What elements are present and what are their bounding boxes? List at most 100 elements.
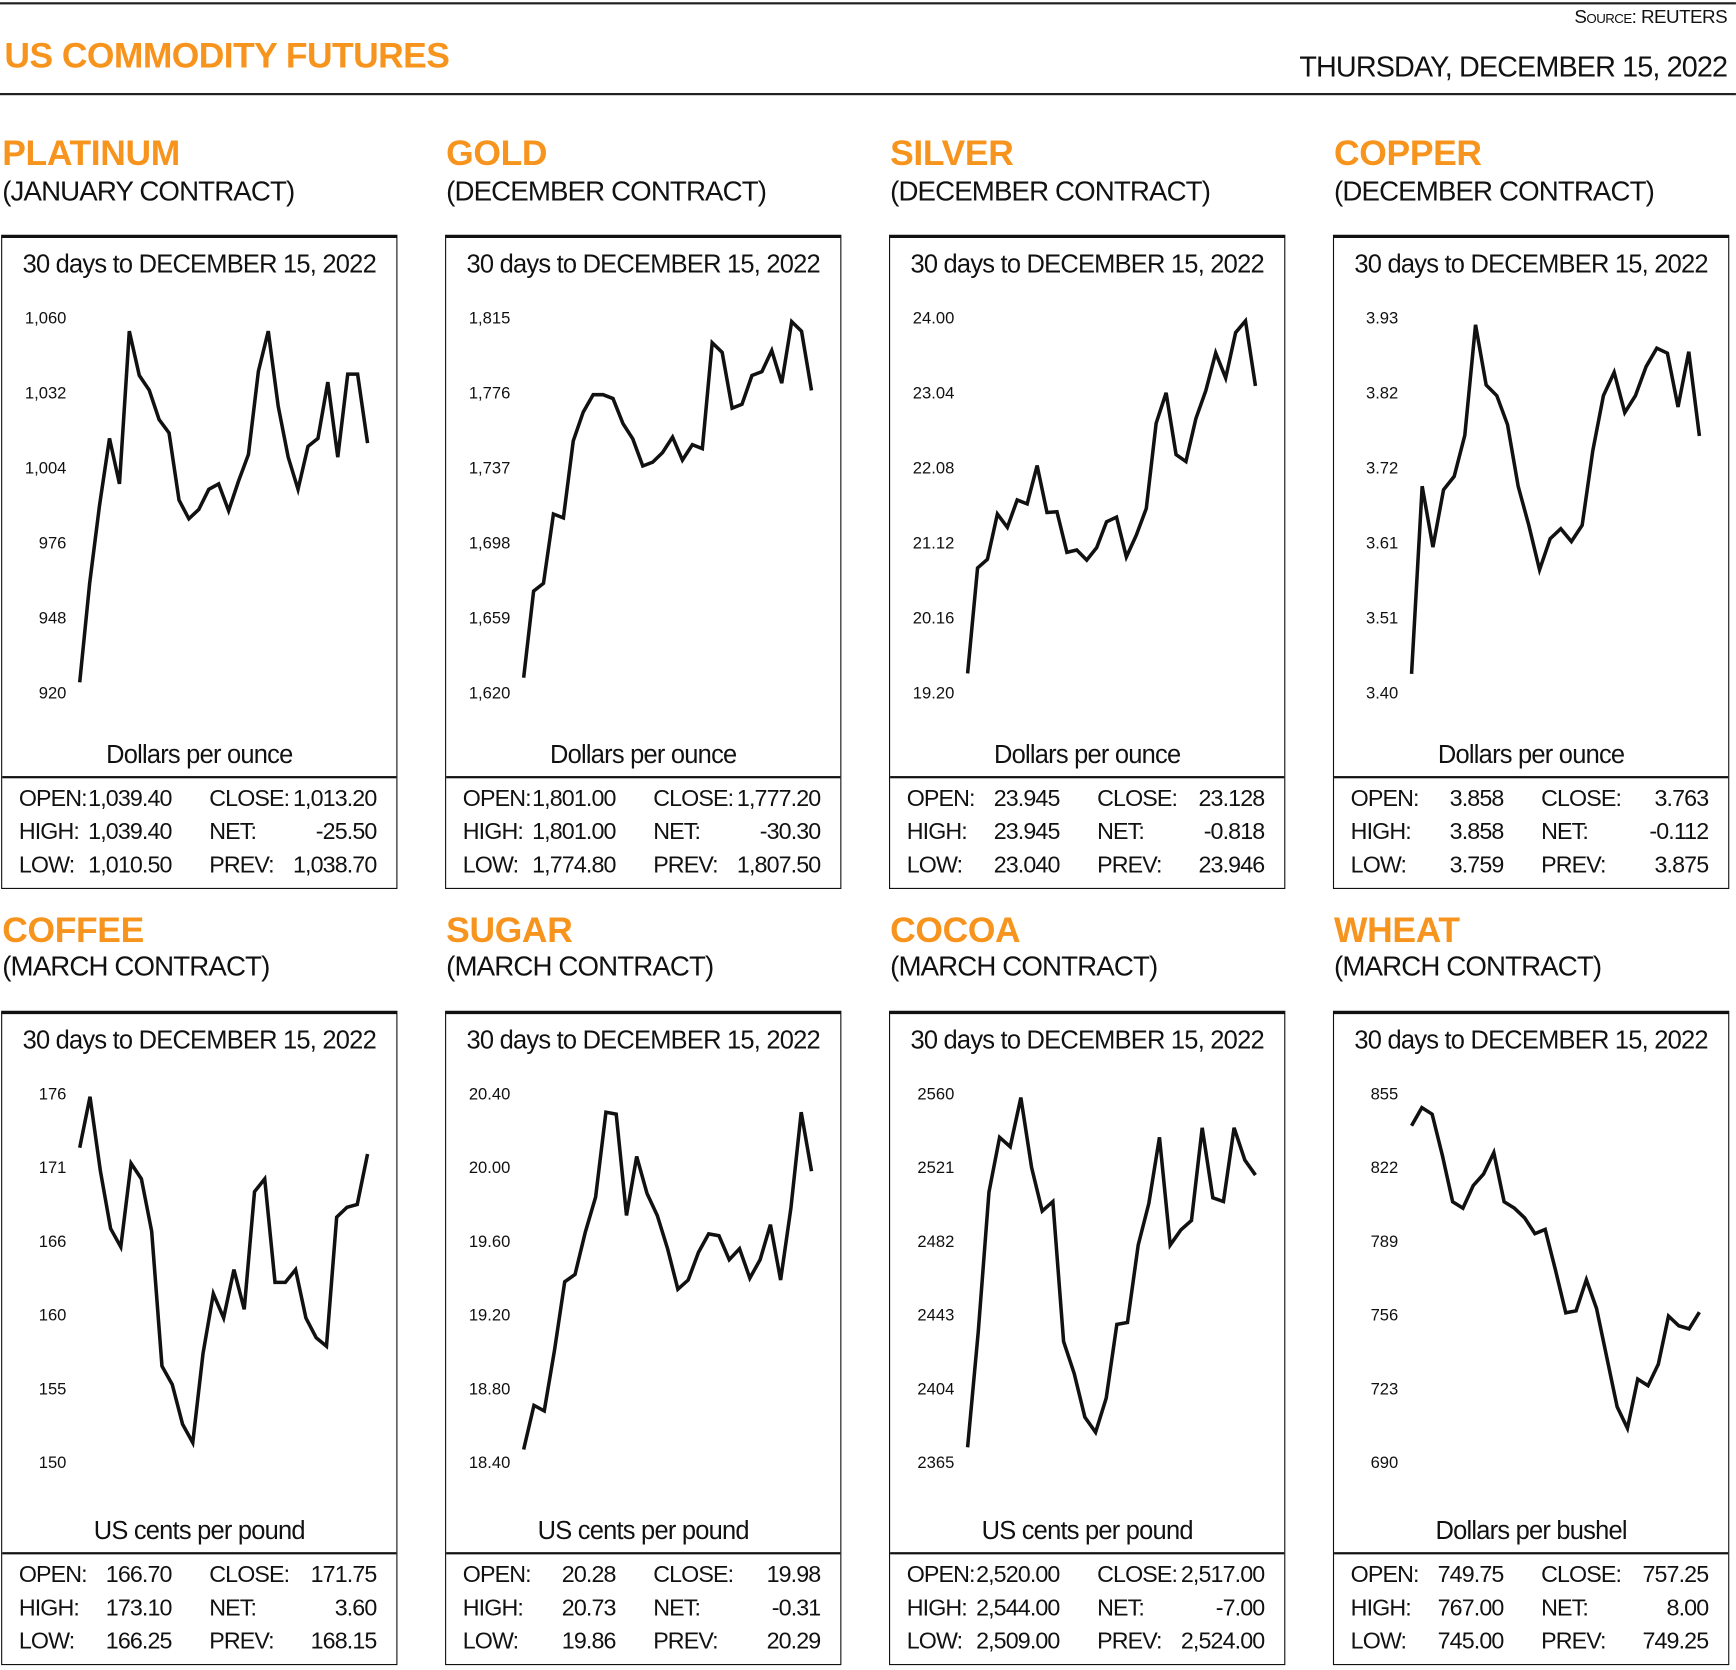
y-tick-label: 2560 (917, 1084, 954, 1103)
y-tick-label: 920 (39, 684, 67, 703)
stats-table: OPEN: 20.28 CLOSE: 19.98 HIGH: 20.73 NET: -0.31… (446, 1560, 840, 1660)
wheat-chart-panel: 30 days to DECEMBER 15, 2022 Dollars per … (1332, 1010, 1730, 1666)
stats-table: OPEN: 23.945 CLOSE: 23.128 HIGH: 23.945 NET: -0… (890, 784, 1284, 884)
stat-label-prev: PREV: (653, 852, 718, 878)
stat-value-low: 3.759 (1449, 852, 1505, 878)
gold-chart-panel: 30 days to DECEMBER 15, 2022 Dollars per … (445, 234, 842, 890)
stat-label-low: LOW: (906, 1628, 963, 1655)
stat-value-open: 1,801.00 (532, 786, 616, 812)
stats-table: OPEN: 749.75 CLOSE: 757.25 HIGH: 767.00 NET: 8.… (1334, 1560, 1728, 1660)
stat-value-high: 3.858 (1449, 819, 1505, 845)
stat-value-high: 2,544.00 (976, 1595, 1060, 1621)
stat-label-open: OPEN: (462, 786, 532, 812)
stat-value-prev: 749.25 (1642, 1628, 1709, 1655)
stat-value-prev: 2,524.00 (1180, 1628, 1265, 1655)
stat-label-low: LOW: (462, 852, 519, 878)
stats-row: HIGH: 1,801.00 NET: -30.30 (446, 817, 840, 850)
stats-row: LOW: 19.86 PREV: 20.29 (446, 1626, 840, 1659)
stat-label-prev: PREV: (653, 1628, 718, 1655)
stat-value-high: 1,039.40 (88, 819, 172, 845)
stat-label-net: NET: (1541, 819, 1589, 845)
copper-contract: (DECEMBER CONTRACT) (1334, 176, 1655, 208)
stat-value-close: 23.128 (1198, 786, 1266, 812)
cocoa-title: COCOA (890, 910, 1021, 950)
stats-row: OPEN: 1,039.40 CLOSE: 1,013.20 (2, 784, 396, 817)
y-tick-label: 155 (39, 1379, 67, 1398)
stat-value-high: 767.00 (1437, 1595, 1505, 1621)
stat-label-close: CLOSE: (209, 1562, 290, 1588)
chart-period: 30 days to DECEMBER 15, 2022 (1354, 1025, 1708, 1054)
stat-value-prev: 1,038.70 (292, 852, 377, 878)
stat-label-net: NET: (209, 819, 257, 845)
y-tick-label: 1,060 (25, 308, 67, 327)
price-series-line (521, 317, 814, 678)
chart-period: 30 days to DECEMBER 15, 2022 (22, 1025, 377, 1054)
chart-unit-label: US cents per pound (981, 1515, 1194, 1545)
stats-row: OPEN: 23.945 CLOSE: 23.128 (890, 784, 1284, 817)
y-tick-label: 2443 (917, 1306, 954, 1325)
y-tick-label: 19.60 (469, 1232, 511, 1251)
stat-label-low: LOW: (18, 1628, 75, 1655)
y-tick-label: 22.08 (913, 458, 955, 477)
page-title: US COMMODITY FUTURES (4, 35, 450, 76)
stat-label-close: CLOSE: (1541, 1562, 1622, 1588)
y-tick-label: 1,620 (469, 684, 511, 703)
y-tick-label: 1,698 (469, 533, 511, 552)
silver-line-chart: 24.00 23.04 22.08 21.12 20.16 19.20 (913, 308, 1258, 703)
y-tick-label: 976 (39, 533, 67, 552)
stat-value-net: -0.112 (1649, 819, 1709, 845)
stat-value-high: 1,801.00 (532, 819, 616, 845)
stats-table: OPEN: 1,801.00 CLOSE: 1,777.20 HIGH: 1,801.00… (446, 784, 840, 884)
y-tick-label: 20.00 (469, 1158, 511, 1177)
stat-label-open: OPEN: (462, 1562, 532, 1588)
stat-label-low: LOW: (1350, 852, 1407, 878)
header-rule (0, 92, 1736, 95)
sugar-chart-panel: 30 days to DECEMBER 15, 2022 US cents per… (445, 1010, 842, 1666)
gold-contract: (DECEMBER CONTRACT) (446, 176, 767, 208)
chart-period: 30 days to DECEMBER 15, 2022 (466, 249, 821, 278)
coffee-chart-panel: 30 days to DECEMBER 15, 2022 US cents per… (1, 1010, 398, 1666)
y-tick-label: 3.51 (1366, 609, 1398, 628)
sugar-line-chart: 20.40 20.00 19.60 19.20 18.80 18.40 (469, 1084, 814, 1472)
y-tick-label: 176 (39, 1084, 67, 1103)
stat-label-prev: PREV: (1541, 852, 1606, 878)
y-tick-label: 3.93 (1366, 308, 1398, 327)
y-tick-label: 160 (39, 1306, 67, 1325)
chart-period: 30 days to DECEMBER 15, 2022 (910, 249, 1264, 278)
stat-value-net: -0.31 (771, 1595, 821, 1621)
stat-label-close: CLOSE: (209, 786, 290, 812)
source-name: REUTERS (1641, 6, 1728, 28)
price-series-line (77, 330, 370, 683)
stat-value-close: 757.25 (1642, 1562, 1709, 1588)
stats-row: LOW: 745.00 PREV: 749.25 (1334, 1626, 1728, 1659)
stat-label-low: LOW: (1350, 1628, 1407, 1655)
stat-value-close: 19.98 (766, 1562, 822, 1588)
y-tick-label: 3.40 (1366, 684, 1398, 703)
stats-divider (446, 776, 841, 778)
stat-value-prev: 1,807.50 (736, 852, 821, 878)
stat-label-prev: PREV: (1097, 1628, 1162, 1655)
chart-period: 30 days to DECEMBER 15, 2022 (1354, 249, 1708, 278)
stats-divider (890, 776, 1285, 778)
stats-table: OPEN: 1,039.40 CLOSE: 1,013.20 HIGH: 1,039.40… (2, 784, 396, 884)
chart-period: 30 days to DECEMBER 15, 2022 (910, 1025, 1264, 1054)
price-series-line (521, 1110, 814, 1450)
price-series-line (965, 1097, 1257, 1448)
stat-value-open: 2,520.00 (976, 1562, 1060, 1588)
stat-value-high: 173.10 (105, 1595, 173, 1621)
stat-label-prev: PREV: (209, 852, 274, 878)
sugar-contract: (MARCH CONTRACT) (446, 950, 714, 982)
silver-chart-panel: 30 days to DECEMBER 15, 2022 Dollars per … (889, 234, 1286, 890)
y-tick-label: 19.20 (469, 1306, 511, 1325)
stats-divider (1334, 1552, 1729, 1554)
stats-row: LOW: 166.25 PREV: 168.15 (2, 1626, 396, 1659)
stat-label-close: CLOSE: (653, 786, 734, 812)
stat-label-low: LOW: (18, 852, 75, 878)
stat-value-high: 23.945 (993, 819, 1061, 845)
stat-label-net: NET: (1097, 819, 1145, 845)
chart-unit-label: Dollars per ounce (106, 739, 293, 769)
stats-divider (446, 1552, 841, 1554)
chart-period: 30 days to DECEMBER 15, 2022 (22, 249, 377, 278)
stats-row: OPEN: 2,520.00 CLOSE: 2,517.00 (890, 1560, 1284, 1593)
stats-row: HIGH: 3.858 NET: -0.112 (1334, 817, 1728, 850)
